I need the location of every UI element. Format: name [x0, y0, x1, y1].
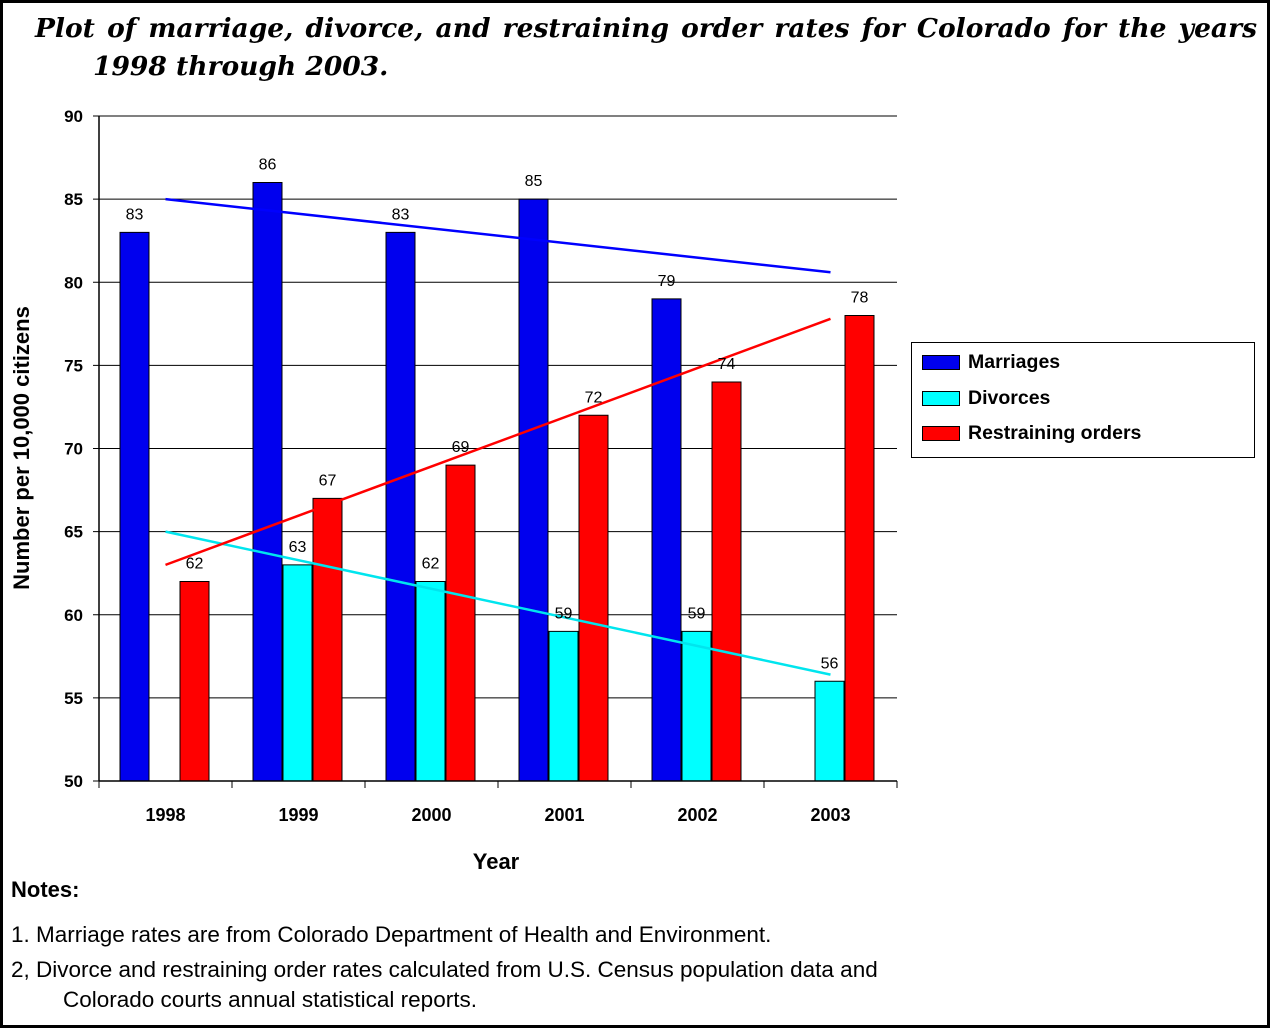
- data-label-marriages-2000: 83: [392, 206, 410, 223]
- y-tick-label-75: 75: [64, 356, 83, 375]
- x-tick-label-1999: 1999: [278, 805, 318, 825]
- y-tick-label-65: 65: [64, 523, 83, 542]
- data-labels: 83 86 83 85 79 63 62 59 59 56 62 67 69 72 74 78: [126, 157, 869, 673]
- legend-swatch-restraining-orders: [922, 425, 960, 441]
- bar-divorces-2003: [814, 680, 845, 782]
- bar-restraining-orders-2001: [578, 414, 609, 782]
- data-label-restraining-orders-2001: 72: [585, 389, 603, 406]
- bar-divorces-2001: [548, 630, 579, 782]
- data-label-marriages-2001: 85: [525, 173, 543, 190]
- bar-divorces-1999: [282, 564, 313, 782]
- legend-item-divorces: Divorces: [922, 386, 1050, 410]
- data-label-marriages-1998: 83: [126, 206, 144, 223]
- bar-restraining-orders-2000: [445, 464, 476, 782]
- chart-plot: 50 55 60 65 70 75 80 85 90 1998 1999 2000 2001 2002 20…: [9, 107, 898, 874]
- axes: 50 55 60 65 70 75 80 85 90 1998 1999 2000 2001 2002 20…: [64, 107, 898, 825]
- x-tick-label-1998: 1998: [145, 805, 185, 825]
- x-tick-label-2001: 2001: [544, 805, 584, 825]
- trendline-divorces: [165, 530, 831, 676]
- legend-label-restraining-orders: Restraining orders: [968, 421, 1142, 444]
- y-tick-label-70: 70: [64, 440, 83, 459]
- y-tick-label-55: 55: [64, 689, 83, 708]
- y-tick-label-90: 90: [64, 107, 83, 126]
- x-tick-label-2003: 2003: [810, 805, 850, 825]
- trend-lines: [165, 197, 831, 676]
- data-label-restraining-orders-1999: 67: [319, 472, 337, 489]
- note-2-continued: Colorado courts annual statistical repor…: [63, 987, 477, 1012]
- data-label-divorces-1999: 63: [289, 539, 307, 556]
- bar-divorces-2002: [681, 630, 712, 782]
- note-2: 2, Divorce and restraining order rates c…: [11, 957, 878, 982]
- data-label-restraining-orders-2000: 69: [452, 439, 470, 456]
- chart-title: Plot of marriage, divorce, and restraini…: [35, 13, 1257, 44]
- legend-label-divorces: Divorces: [968, 386, 1051, 409]
- bar-marriages-2002: [651, 298, 682, 782]
- y-tick-label-50: 50: [64, 772, 83, 791]
- x-tick-label-2002: 2002: [677, 805, 717, 825]
- data-label-restraining-orders-1998: 62: [186, 556, 204, 573]
- trendline-restraining-orders: [165, 317, 831, 567]
- data-label-marriages-1999: 86: [259, 157, 277, 174]
- legend-item-marriages: Marriages: [922, 350, 1060, 374]
- grid-lines: [99, 115, 897, 699]
- y-tick-label-80: 80: [64, 273, 83, 292]
- note-1: 1. Marriage rates are from Colorado Depa…: [11, 922, 772, 947]
- bar-marriages-1998: [119, 231, 150, 782]
- bar-restraining-orders-1999: [312, 497, 343, 782]
- data-label-divorces-2002: 59: [688, 605, 706, 622]
- data-label-restraining-orders-2002: 74: [718, 356, 736, 373]
- legend-swatch-divorces: [922, 390, 960, 406]
- legend-item-restraining-orders: Restraining orders: [922, 421, 1141, 445]
- bar-marriages-2000: [385, 231, 416, 782]
- bar-divorces-2000: [415, 581, 446, 782]
- bar-marriages-2001: [518, 198, 549, 782]
- bars: [119, 182, 875, 782]
- x-axis-title: Year: [473, 849, 520, 874]
- legend-label-marriages: Marriages: [968, 350, 1061, 373]
- bar-restraining-orders-1998: [179, 581, 210, 782]
- data-label-divorces-2000: 62: [422, 556, 440, 573]
- data-label-divorces-2001: 59: [555, 605, 573, 622]
- data-label-marriages-2002: 79: [658, 273, 676, 290]
- data-label-divorces-2003: 56: [821, 655, 839, 672]
- legend: Marriages Divorces Restraining orders: [911, 342, 1255, 458]
- y-axis-title: Number per 10,000 citizens: [9, 306, 34, 590]
- bar-restraining-orders-2002: [711, 381, 742, 782]
- y-tick-label-85: 85: [64, 190, 83, 209]
- trendline-marriages: [165, 197, 831, 274]
- bar-restraining-orders-2003: [844, 315, 875, 782]
- bar-marriages-1999: [252, 182, 283, 782]
- chart-title-continued: 1998 through 2003.: [93, 51, 389, 82]
- x-tick-label-2000: 2000: [411, 805, 451, 825]
- legend-swatch-marriages: [922, 354, 960, 370]
- y-tick-label-60: 60: [64, 606, 83, 625]
- data-label-restraining-orders-2003: 78: [851, 290, 869, 307]
- notes-heading: Notes:: [11, 877, 80, 902]
